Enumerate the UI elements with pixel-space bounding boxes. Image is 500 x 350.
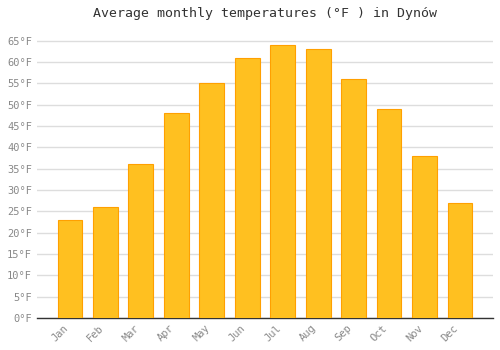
Bar bbox=[200, 83, 224, 318]
Bar bbox=[270, 45, 295, 318]
Bar bbox=[58, 220, 82, 318]
Bar bbox=[306, 49, 330, 318]
Bar bbox=[164, 113, 188, 318]
Bar bbox=[235, 58, 260, 318]
Bar bbox=[376, 109, 402, 318]
Title: Average monthly temperatures (°F ) in Dynów: Average monthly temperatures (°F ) in Dy… bbox=[93, 7, 437, 20]
Bar bbox=[128, 164, 154, 318]
Bar bbox=[448, 203, 472, 318]
Bar bbox=[341, 79, 366, 318]
Bar bbox=[412, 156, 437, 318]
Bar bbox=[93, 207, 118, 318]
